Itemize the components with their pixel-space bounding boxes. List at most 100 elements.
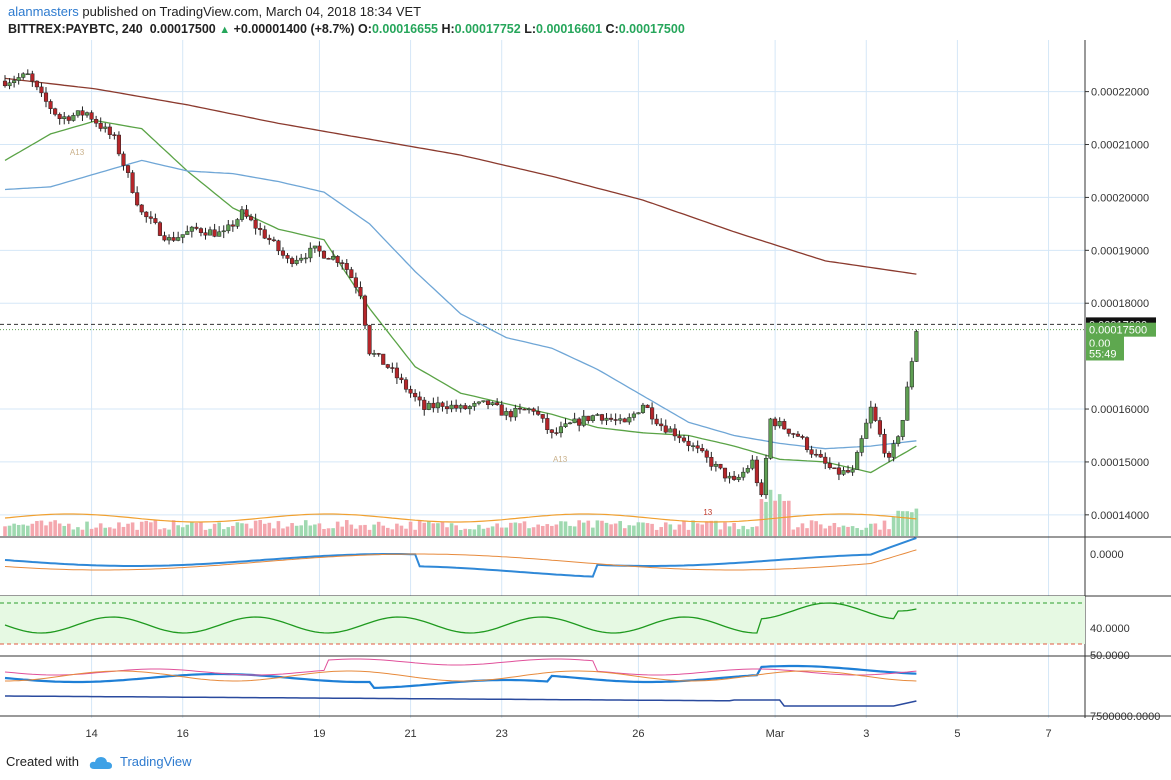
volume-bar [568, 525, 572, 536]
candle-body [66, 116, 71, 121]
time-tick-label: 23 [496, 728, 508, 740]
volume-bar [290, 523, 294, 536]
candle-body [344, 263, 349, 270]
candle-body [112, 134, 117, 136]
candle-body [818, 453, 823, 458]
indicator-panes [0, 537, 1085, 707]
volume-bar [363, 524, 367, 536]
candle-body [107, 126, 112, 135]
volume-bar [550, 525, 554, 536]
volume-bar [404, 528, 408, 536]
candle-body [185, 231, 190, 235]
volume-bar [723, 522, 727, 536]
candle-body [130, 172, 135, 193]
created-with-label: Created with [6, 754, 79, 769]
candle-body [495, 402, 500, 406]
candle-body [335, 256, 340, 263]
candle-body [303, 257, 308, 260]
author-link[interactable]: alanmasters [8, 4, 79, 19]
candle-body [663, 425, 668, 433]
candle-body [208, 229, 213, 236]
candle-body [568, 422, 573, 425]
volume-bar [417, 520, 422, 536]
volume-bar [622, 528, 627, 536]
volume-bar [126, 523, 130, 536]
candle-body [435, 402, 440, 409]
candle-body [650, 407, 655, 420]
volume-bar [190, 521, 194, 536]
candle-body [440, 402, 445, 407]
publish-line: alanmasters published on TradingView.com… [8, 4, 421, 19]
volume-bar [299, 525, 304, 536]
candle-body [408, 389, 413, 394]
high-value: 0.00017752 [454, 22, 521, 36]
symbol-label[interactable]: BITTREX:PAYBTC, 240 [8, 22, 143, 36]
candle-body [358, 287, 363, 297]
candle-body [768, 418, 773, 459]
candle-body [513, 407, 518, 418]
candle-body [850, 469, 855, 473]
volume-bar [149, 522, 153, 536]
volume-bar [745, 529, 750, 536]
volume-bar [682, 520, 686, 536]
time-tick-label: 7 [1045, 728, 1051, 740]
candle-body [659, 423, 664, 427]
volume-bar [554, 524, 559, 536]
volume-bar [864, 527, 869, 536]
up-triangle-icon: ▲ [219, 24, 231, 36]
price-change: +0.00001400 (+8.7%) [233, 22, 355, 36]
candle-body [157, 222, 162, 236]
volume-bar [231, 525, 235, 536]
volume-bar [117, 522, 121, 536]
volume-bar [180, 527, 185, 536]
rsi-band [0, 596, 1085, 644]
volume-bar [162, 528, 167, 536]
candle-body [458, 405, 463, 409]
candle-body [499, 404, 504, 416]
candle-body [226, 224, 231, 232]
momentum-signal-line [4, 549, 917, 571]
volume-bar [144, 520, 149, 536]
candle-body [654, 418, 659, 425]
volume-bar [818, 524, 823, 536]
candle-body [527, 408, 532, 411]
volume-bar [905, 511, 910, 536]
candle-body [271, 239, 276, 242]
price-tick-label: 0.00016000 [1091, 404, 1149, 416]
volume-bar [436, 523, 440, 536]
candle-body [340, 262, 345, 264]
volume-bar [349, 524, 354, 536]
volume-bar [891, 516, 896, 536]
volume-bar [595, 520, 600, 536]
price-tick-label: 0.00018000 [1091, 298, 1149, 310]
volume-bar [7, 525, 12, 536]
dmi-line [4, 664, 917, 690]
volume-bar [199, 522, 203, 536]
volume-bar [80, 529, 85, 536]
candle-body [909, 361, 914, 388]
volume-bar [76, 527, 80, 536]
candle-body [672, 428, 677, 437]
time-tick-label: 5 [954, 728, 960, 740]
volume-bar [340, 526, 345, 536]
candle-body [449, 404, 454, 410]
ohlc-line: BITTREX:PAYBTC, 240 0.00017500 ▲ +0.0000… [8, 22, 685, 36]
volume-bar [910, 512, 914, 536]
volume-bar [262, 523, 267, 536]
candle-body [832, 467, 837, 470]
volume-bar [281, 528, 285, 536]
candle-body [290, 258, 295, 264]
momentum-line [4, 537, 917, 578]
volume-bar [167, 529, 171, 536]
volume-bar [203, 529, 208, 536]
candle-body [212, 229, 217, 237]
candle-body [836, 467, 841, 475]
volume-bar [832, 522, 837, 536]
volume-bar [35, 521, 39, 536]
volume-bar [358, 525, 363, 536]
volume-bar [285, 526, 290, 536]
volume-bar [527, 528, 531, 536]
volume-bar [463, 528, 468, 536]
tradingview-brand-link[interactable]: TradingView [120, 754, 192, 769]
